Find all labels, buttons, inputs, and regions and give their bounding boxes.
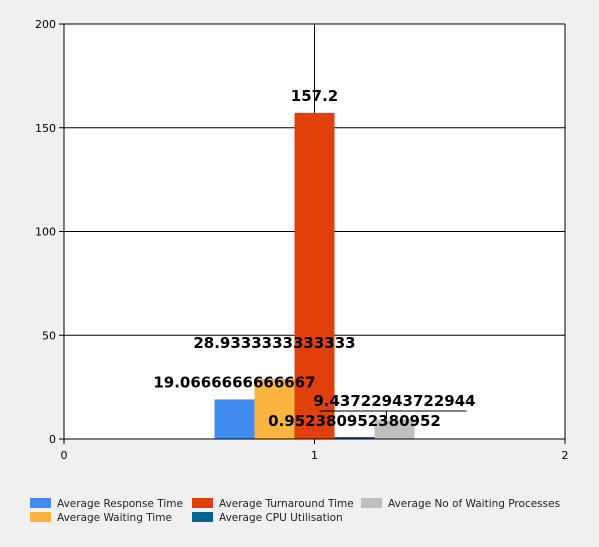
legend-swatch-1 xyxy=(30,498,51,508)
legend-swatch-4 xyxy=(192,512,213,522)
y-tick-label: 0 xyxy=(49,433,56,446)
y-tick-label: 50 xyxy=(42,329,56,342)
data-label-3: 157.2 xyxy=(291,87,338,105)
bar-1 xyxy=(215,399,255,439)
data-label-5: 9.43722943722944 xyxy=(313,392,475,410)
data-label-4: 0.952380952380952 xyxy=(268,412,441,430)
legend-swatch-2 xyxy=(30,512,51,522)
legend-swatch-5 xyxy=(361,498,382,508)
legend-label-1: Average Response Time xyxy=(57,498,183,510)
y-tick-label: 200 xyxy=(35,18,56,31)
y-tick-label: 100 xyxy=(35,226,56,239)
legend-label-4: Average CPU Utilisation xyxy=(219,512,343,524)
data-label-2: 28.9333333333333 xyxy=(193,334,355,352)
legend-label-5: Average No of Waiting Processes xyxy=(388,498,560,510)
data-label-1: 19.0666666666667 xyxy=(153,373,315,391)
x-tick-label: 0 xyxy=(61,449,68,462)
legend-swatch-3 xyxy=(192,498,213,508)
y-tick-label: 150 xyxy=(35,122,56,135)
legend-label-3: Average Turnaround Time xyxy=(219,498,354,510)
x-tick-label: 1 xyxy=(311,449,318,462)
x-tick-label: 2 xyxy=(562,449,569,462)
legend-label-2: Average Waiting Time xyxy=(57,512,172,524)
